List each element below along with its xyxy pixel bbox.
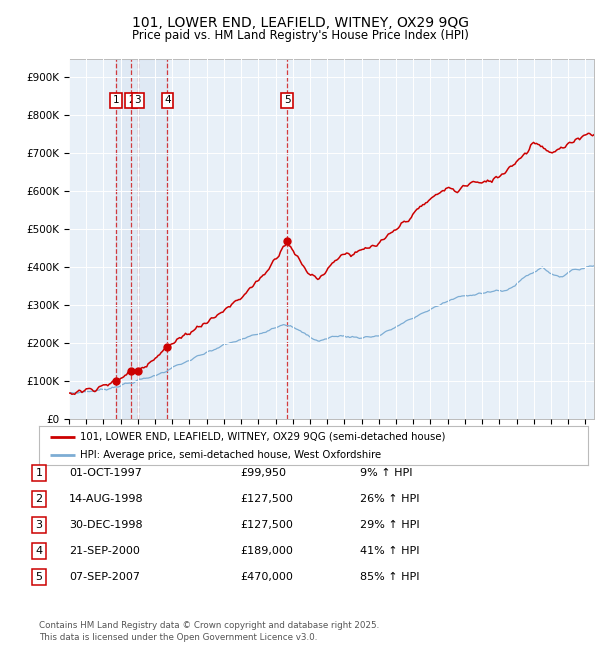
Text: 5: 5 — [35, 572, 43, 582]
Text: £470,000: £470,000 — [240, 572, 293, 582]
Text: 14-AUG-1998: 14-AUG-1998 — [69, 494, 143, 504]
Text: 01-OCT-1997: 01-OCT-1997 — [69, 468, 142, 478]
Bar — [116, 58, 167, 419]
Text: 5: 5 — [284, 96, 290, 105]
Text: 07-SEP-2007: 07-SEP-2007 — [69, 572, 140, 582]
Text: 1: 1 — [35, 468, 43, 478]
Text: 1: 1 — [113, 96, 119, 105]
Text: £127,500: £127,500 — [240, 494, 293, 504]
Text: 4: 4 — [164, 96, 171, 105]
Text: 9% ↑ HPI: 9% ↑ HPI — [360, 468, 413, 478]
Text: 29% ↑ HPI: 29% ↑ HPI — [360, 520, 419, 530]
Text: 101, LOWER END, LEAFIELD, WITNEY, OX29 9QG: 101, LOWER END, LEAFIELD, WITNEY, OX29 9… — [131, 16, 469, 31]
Text: 2: 2 — [128, 96, 134, 105]
Text: £189,000: £189,000 — [240, 546, 293, 556]
Text: £99,950: £99,950 — [240, 468, 286, 478]
Text: 4: 4 — [35, 546, 43, 556]
Text: 3: 3 — [134, 96, 141, 105]
Text: Price paid vs. HM Land Registry's House Price Index (HPI): Price paid vs. HM Land Registry's House … — [131, 29, 469, 42]
Text: 85% ↑ HPI: 85% ↑ HPI — [360, 572, 419, 582]
Text: 101, LOWER END, LEAFIELD, WITNEY, OX29 9QG (semi-detached house): 101, LOWER END, LEAFIELD, WITNEY, OX29 9… — [80, 432, 446, 441]
Text: £127,500: £127,500 — [240, 520, 293, 530]
Text: HPI: Average price, semi-detached house, West Oxfordshire: HPI: Average price, semi-detached house,… — [80, 450, 382, 460]
Text: 21-SEP-2000: 21-SEP-2000 — [69, 546, 140, 556]
Text: 30-DEC-1998: 30-DEC-1998 — [69, 520, 143, 530]
Text: 2: 2 — [35, 494, 43, 504]
Text: Contains HM Land Registry data © Crown copyright and database right 2025.
This d: Contains HM Land Registry data © Crown c… — [39, 621, 379, 642]
Text: 41% ↑ HPI: 41% ↑ HPI — [360, 546, 419, 556]
Text: 26% ↑ HPI: 26% ↑ HPI — [360, 494, 419, 504]
Text: 3: 3 — [35, 520, 43, 530]
